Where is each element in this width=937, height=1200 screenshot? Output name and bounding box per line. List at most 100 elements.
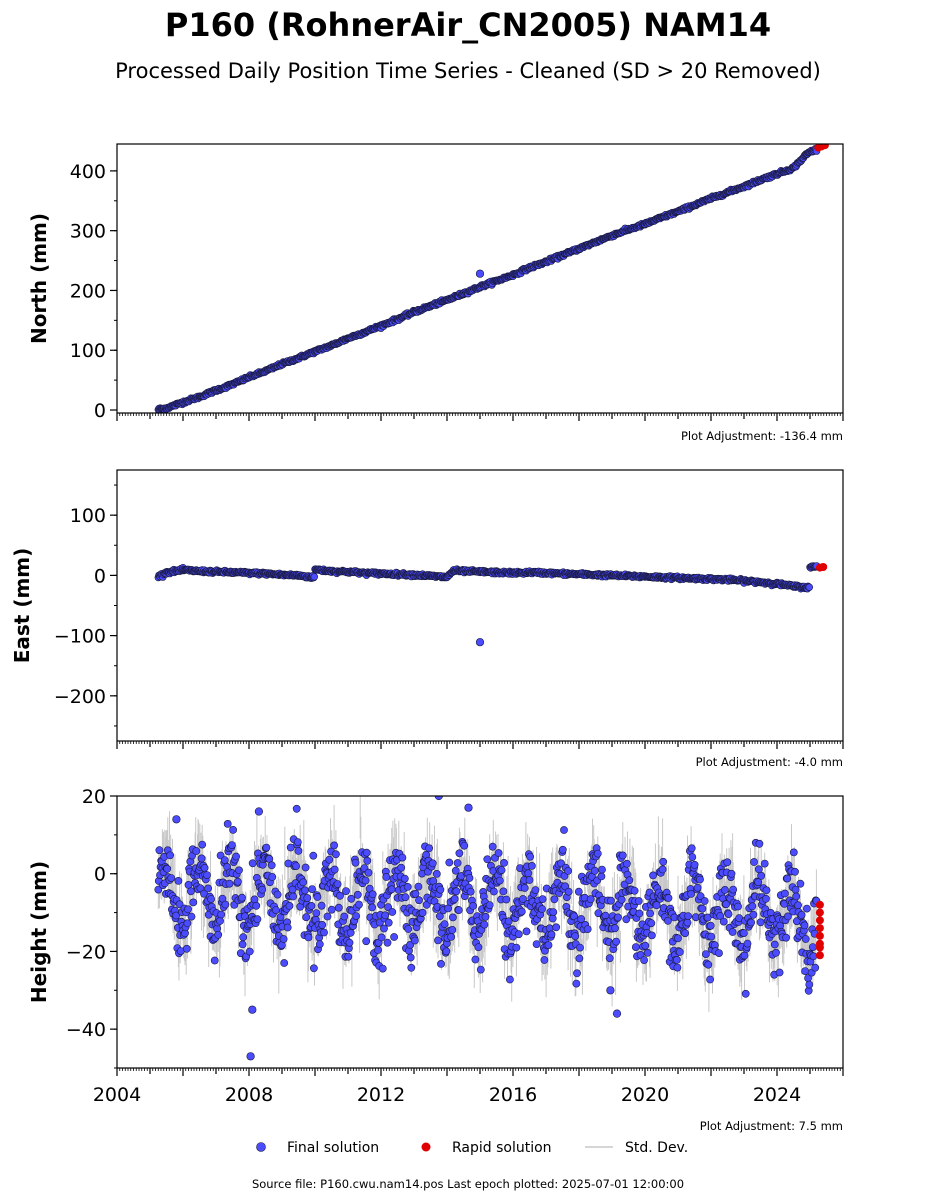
data-point <box>248 1005 257 1014</box>
data-point <box>308 885 316 893</box>
data-point <box>197 854 206 863</box>
data-point <box>762 886 771 895</box>
data-point <box>598 865 606 874</box>
data-point <box>740 929 748 937</box>
data-point <box>475 638 485 647</box>
data-point <box>647 919 656 928</box>
data-point <box>174 877 183 885</box>
data-point <box>687 890 695 898</box>
data-point <box>447 933 455 941</box>
data-point <box>233 877 242 886</box>
data-point <box>719 917 728 926</box>
data-point <box>646 909 654 918</box>
data-point <box>532 940 541 948</box>
y-tick-label: 0 <box>94 864 106 886</box>
data-point <box>594 909 603 918</box>
data-point <box>489 887 498 896</box>
data-point <box>789 848 798 857</box>
data-point <box>189 898 198 907</box>
y-axis-label: North (mm) <box>27 213 51 344</box>
plot-marks <box>154 562 828 647</box>
data-point <box>741 989 750 998</box>
data-point <box>155 846 164 855</box>
rapid-point <box>819 563 828 571</box>
data-point <box>674 934 682 943</box>
data-point <box>548 914 557 923</box>
data-point <box>309 964 318 973</box>
data-point <box>574 887 583 896</box>
data-point <box>540 956 549 964</box>
data-point <box>612 937 621 946</box>
data-point <box>292 862 300 870</box>
data-point <box>606 986 615 995</box>
data-point <box>437 960 445 968</box>
data-point <box>325 855 334 864</box>
data-point <box>217 910 226 919</box>
data-point <box>210 956 219 965</box>
data-point <box>664 894 673 902</box>
data-point <box>743 939 752 948</box>
data-point <box>504 917 513 926</box>
y-axis-label: East (mm) <box>10 548 34 664</box>
data-point <box>163 864 172 873</box>
data-point <box>363 856 372 865</box>
data-point <box>246 1052 255 1061</box>
data-point <box>707 932 716 941</box>
data-point <box>805 980 814 989</box>
data-point <box>693 883 702 892</box>
data-point <box>448 926 457 934</box>
data-point <box>250 895 259 904</box>
data-point <box>450 895 459 903</box>
data-point <box>362 848 371 857</box>
data-point <box>364 868 373 877</box>
data-point <box>614 913 622 922</box>
data-point <box>497 866 506 874</box>
data-point <box>781 889 789 898</box>
data-point <box>586 895 595 904</box>
data-point <box>312 909 321 917</box>
data-point <box>675 948 684 956</box>
data-point <box>167 874 176 882</box>
data-point <box>794 901 802 910</box>
data-point <box>659 857 668 866</box>
data-point <box>805 583 813 591</box>
data-point <box>381 911 390 920</box>
data-point <box>500 859 508 867</box>
data-point <box>239 933 248 942</box>
plot-frame <box>116 143 844 414</box>
data-point <box>315 940 324 949</box>
data-point <box>607 896 615 905</box>
y-tick-label: −40 <box>66 1019 106 1041</box>
data-point <box>525 876 534 884</box>
data-point <box>445 858 454 867</box>
data-point <box>390 933 398 941</box>
data-point <box>361 876 370 885</box>
data-point <box>721 886 729 894</box>
data-point <box>762 894 770 903</box>
data-point <box>227 841 236 849</box>
data-point <box>383 938 392 947</box>
data-point <box>547 930 556 939</box>
data-point <box>687 844 696 853</box>
data-point <box>564 867 572 875</box>
data-point <box>583 925 592 933</box>
data-point <box>345 938 354 947</box>
data-point <box>289 892 297 901</box>
data-point <box>634 897 643 905</box>
data-point <box>154 885 163 894</box>
data-point <box>183 919 192 928</box>
data-point <box>684 912 692 920</box>
data-point <box>505 975 514 984</box>
data-point <box>184 905 192 914</box>
data-point <box>791 867 799 876</box>
data-point <box>406 941 414 949</box>
data-point <box>775 968 784 977</box>
data-point <box>480 920 489 929</box>
data-point <box>283 923 292 932</box>
plot-frame <box>116 469 844 742</box>
data-point <box>415 896 423 905</box>
data-point <box>722 900 730 909</box>
data-point <box>784 912 792 921</box>
